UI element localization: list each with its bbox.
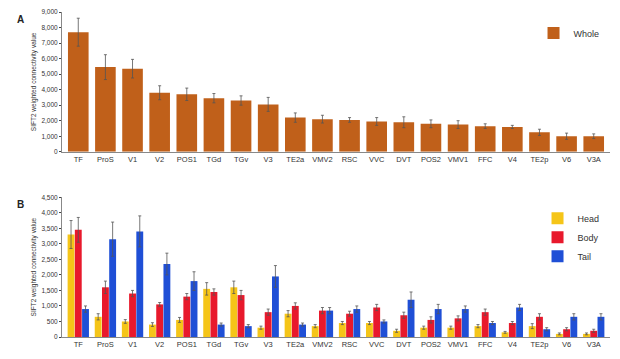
svg-text:V3A: V3A: [587, 155, 601, 164]
svg-text:VVC: VVC: [369, 340, 385, 349]
svg-text:5,000: 5,000: [41, 70, 58, 77]
svg-text:FFC: FFC: [478, 340, 493, 349]
svg-text:V6: V6: [562, 340, 571, 349]
svg-text:POS2: POS2: [421, 155, 441, 164]
svg-text:TGd: TGd: [207, 340, 222, 349]
svg-text:9,000: 9,000: [41, 8, 58, 15]
svg-text:1,000: 1,000: [41, 302, 58, 309]
svg-text:V6: V6: [562, 155, 571, 164]
svg-text:4,000: 4,000: [41, 86, 58, 93]
svg-text:VMV1: VMV1: [448, 340, 468, 349]
svg-text:4,500: 4,500: [41, 194, 58, 201]
svg-text:FFC: FFC: [478, 155, 493, 164]
svg-text:V4: V4: [508, 340, 517, 349]
svg-text:V4: V4: [508, 155, 517, 164]
svg-text:V1: V1: [128, 340, 137, 349]
svg-text:V2: V2: [155, 155, 164, 164]
svg-text:7,000: 7,000: [41, 39, 58, 46]
svg-text:A: A: [17, 14, 24, 25]
svg-text:TE2a: TE2a: [286, 155, 305, 164]
svg-text:4,000: 4,000: [41, 209, 58, 216]
svg-text:1,500: 1,500: [41, 287, 58, 294]
svg-text:VMV1: VMV1: [448, 155, 468, 164]
svg-text:DVT: DVT: [396, 155, 411, 164]
svg-text:B: B: [17, 199, 24, 210]
svg-text:ProS: ProS: [97, 340, 114, 349]
svg-text:RSC: RSC: [342, 155, 358, 164]
svg-text:3,000: 3,000: [41, 240, 58, 247]
svg-text:Body: Body: [578, 233, 599, 243]
svg-text:SIFT2 weighted connectivity va: SIFT2 weighted connectivity value: [30, 217, 38, 316]
svg-text:TGv: TGv: [234, 340, 248, 349]
svg-text:V3: V3: [264, 155, 273, 164]
svg-text:0: 0: [54, 148, 58, 155]
svg-text:2,500: 2,500: [41, 256, 58, 263]
svg-text:500: 500: [47, 318, 58, 325]
svg-text:POS1: POS1: [177, 155, 197, 164]
svg-text:TE2a: TE2a: [286, 340, 305, 349]
svg-text:VVC: VVC: [369, 155, 385, 164]
svg-text:V1: V1: [128, 155, 137, 164]
svg-text:3,500: 3,500: [41, 225, 58, 232]
svg-text:V3A: V3A: [587, 340, 601, 349]
svg-text:8,000: 8,000: [41, 24, 58, 31]
svg-text:0: 0: [54, 333, 58, 340]
svg-text:Tail: Tail: [578, 252, 592, 262]
svg-text:RSC: RSC: [342, 340, 358, 349]
svg-text:2,000: 2,000: [41, 271, 58, 278]
svg-text:TF: TF: [74, 340, 84, 349]
svg-text:1,000: 1,000: [41, 132, 58, 139]
svg-text:TF: TF: [74, 155, 84, 164]
svg-text:ProS: ProS: [97, 155, 114, 164]
svg-text:TGd: TGd: [207, 155, 222, 164]
svg-text:V3: V3: [264, 340, 273, 349]
svg-text:Whole: Whole: [574, 29, 600, 39]
svg-text:POS1: POS1: [177, 340, 197, 349]
svg-text:VMV2: VMV2: [312, 340, 332, 349]
svg-text:TGv: TGv: [234, 155, 248, 164]
svg-text:Head: Head: [578, 214, 600, 224]
svg-text:DVT: DVT: [396, 340, 411, 349]
svg-text:VMV2: VMV2: [312, 155, 332, 164]
svg-text:2,000: 2,000: [41, 117, 58, 124]
svg-text:3,000: 3,000: [41, 101, 58, 108]
svg-text:V2: V2: [155, 340, 164, 349]
svg-text:6,000: 6,000: [41, 55, 58, 62]
svg-text:TE2p: TE2p: [531, 155, 549, 164]
svg-text:POS2: POS2: [421, 340, 441, 349]
svg-text:SIFT2 weighted connectivity va: SIFT2 weighted connectivity value: [30, 32, 38, 131]
svg-text:TE2p: TE2p: [531, 340, 549, 349]
